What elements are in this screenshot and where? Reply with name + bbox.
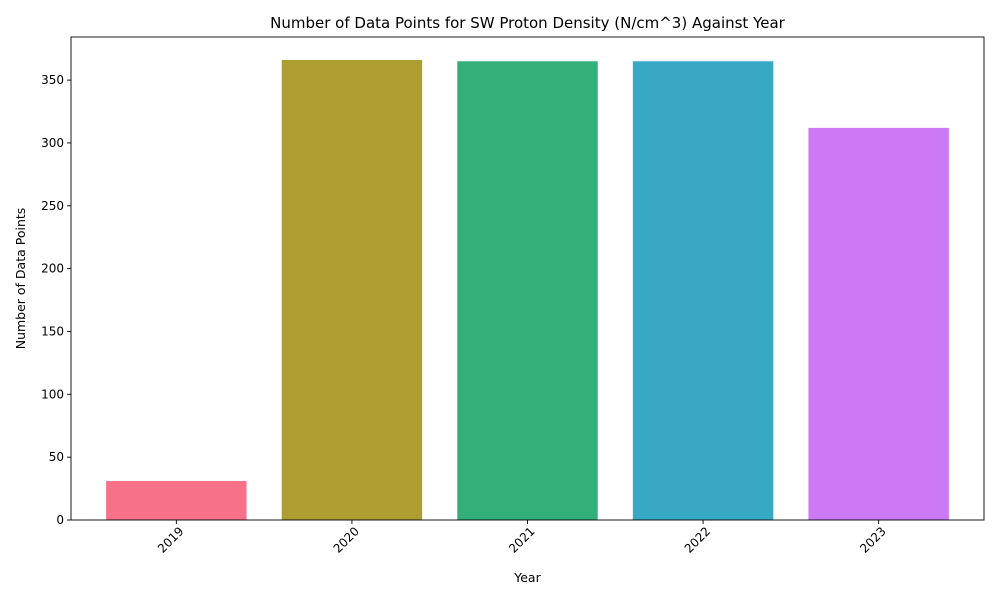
x-axis-label: Year bbox=[513, 570, 541, 585]
y-tick-label: 100 bbox=[41, 387, 64, 401]
x-tick-label: 2023 bbox=[857, 524, 888, 555]
y-tick-label: 200 bbox=[41, 262, 64, 276]
chart-title: Number of Data Points for SW Proton Dens… bbox=[270, 14, 786, 32]
x-axis-ticks: 2019 2020 2021 2022 2023 bbox=[155, 520, 889, 556]
x-tick-label: 2021 bbox=[506, 524, 537, 555]
y-axis-ticks: 0 50 100 150 200 250 300 350 bbox=[41, 73, 71, 527]
bar-2022 bbox=[632, 61, 774, 520]
bar-2023 bbox=[808, 127, 949, 521]
y-tick-label: 50 bbox=[49, 450, 64, 464]
y-axis-label: Number of Data Points bbox=[13, 208, 28, 350]
y-tick-label: 300 bbox=[41, 136, 64, 150]
bar-2020 bbox=[281, 60, 423, 520]
x-tick-label: 2020 bbox=[331, 524, 362, 555]
y-tick-label: 0 bbox=[56, 513, 64, 527]
y-tick-label: 150 bbox=[41, 324, 64, 338]
x-tick-label: 2022 bbox=[682, 524, 713, 555]
plot-frame bbox=[70, 36, 985, 521]
bars-group bbox=[106, 60, 949, 521]
y-tick-label: 250 bbox=[41, 199, 64, 213]
x-tick-label: 2019 bbox=[155, 524, 186, 555]
bar-2021 bbox=[457, 61, 598, 520]
bar-2019 bbox=[106, 481, 247, 520]
y-tick-label: 350 bbox=[41, 73, 64, 87]
